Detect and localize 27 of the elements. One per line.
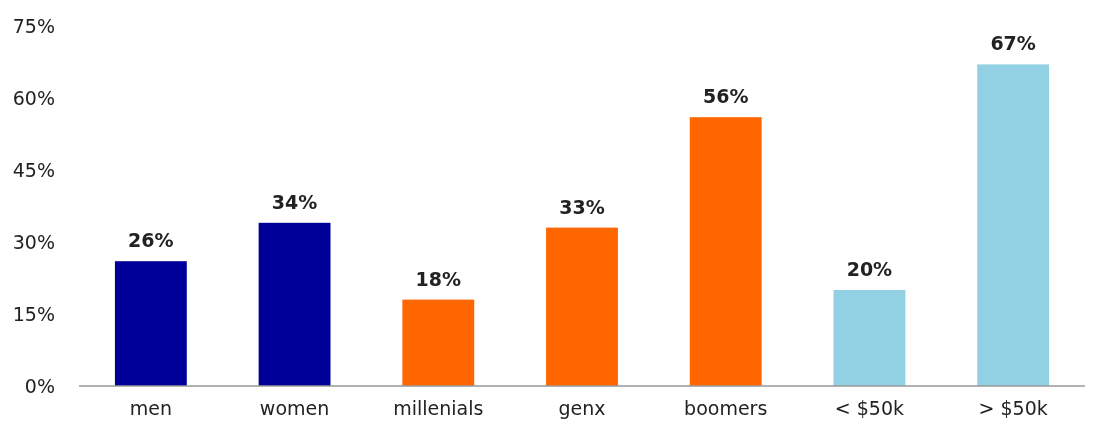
x-tick-label: men xyxy=(129,397,172,419)
x-tick-label: boomers xyxy=(684,397,768,419)
y-tick-label: 75% xyxy=(12,14,55,37)
data-label: 67% xyxy=(990,32,1036,55)
y-tick-label: 15% xyxy=(12,302,55,325)
bar xyxy=(689,117,762,386)
x-tick-label: genx xyxy=(558,397,606,419)
data-label: 33% xyxy=(559,195,605,218)
x-tick-label: < $50k xyxy=(834,397,905,419)
y-tick-label: 0% xyxy=(24,374,55,397)
bar xyxy=(258,222,331,386)
x-tick-label: millenials xyxy=(393,397,484,419)
bar xyxy=(977,64,1050,386)
data-label: 56% xyxy=(702,85,749,108)
data-label: 18% xyxy=(415,267,462,290)
data-label: 26% xyxy=(128,229,174,252)
y-tick-label: 60% xyxy=(12,86,55,109)
x-tick-label: women xyxy=(259,397,330,419)
y-tick-label: 45% xyxy=(12,158,55,181)
bar xyxy=(546,227,618,386)
bar xyxy=(402,299,475,386)
data-label: 34% xyxy=(271,190,318,213)
x-tick-label: > $50k xyxy=(978,397,1048,419)
data-label: 20% xyxy=(846,258,893,280)
bar xyxy=(114,261,187,386)
y-tick-label: 30% xyxy=(12,230,55,253)
bar xyxy=(833,290,906,386)
